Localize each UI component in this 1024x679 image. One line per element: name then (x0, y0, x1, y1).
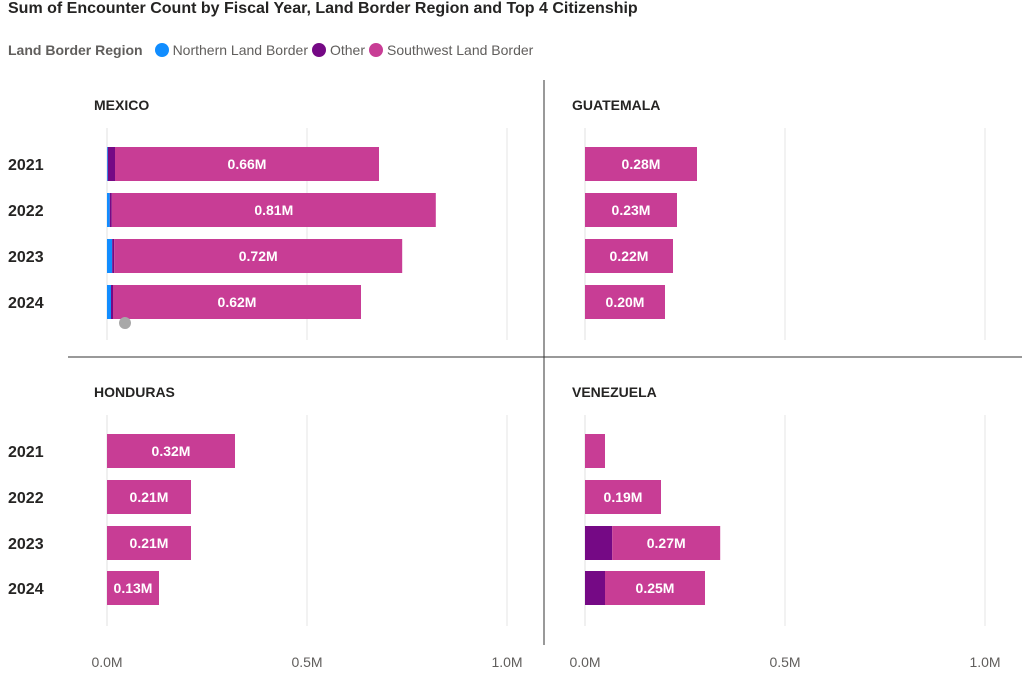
panel-title: HONDURAS (94, 384, 175, 400)
data-label: 0.72M (239, 248, 278, 264)
bar-segment-other (111, 285, 113, 319)
data-label: 0.28M (622, 156, 661, 172)
year-label: 2024 (8, 581, 44, 598)
bar-segment-northern-land-border (107, 193, 110, 227)
data-label: 0.81M (254, 202, 293, 218)
data-label: 0.20M (606, 294, 645, 310)
legend-title: Land Border Region (8, 42, 143, 58)
bar-segment-southwest-land-border (107, 571, 159, 605)
year-label: 2024 (8, 295, 44, 312)
x-tick-label: 0.0M (569, 654, 600, 670)
bar-segment-southwest-land-border (605, 571, 705, 605)
panel-title: MEXICO (94, 97, 149, 113)
panel-title: GUATEMALA (572, 97, 660, 113)
data-label: 0.19M (604, 489, 643, 505)
year-label: 2021 (8, 444, 44, 461)
bar-segment-southwest-land-border (107, 434, 235, 468)
data-label: 0.23M (612, 202, 651, 218)
legend-marker-other (311, 43, 326, 57)
chart-title: Sum of Encounter Count by Fiscal Year, L… (8, 0, 638, 17)
legend-marker-southwest (369, 43, 383, 57)
bar-segment-other (585, 571, 605, 605)
x-tick-label: 1.0M (969, 654, 1000, 670)
legend-item-northern[interactable]: Northern Land Border (154, 42, 308, 58)
bar-segment-southwest-land-border (107, 480, 191, 514)
year-label: 2023 (8, 249, 44, 266)
bar-segment-southwest-land-border (585, 239, 673, 273)
data-label: 0.13M (114, 580, 153, 596)
x-tick-label: 0.0M (91, 654, 122, 670)
bar-segment-northern-land-border (107, 239, 113, 273)
legend-label-northern: Northern Land Border (172, 42, 308, 58)
year-label: 2022 (8, 203, 44, 220)
legend-marker-northern (154, 43, 169, 57)
panel-title: VENEZUELA (572, 384, 657, 400)
legend-item-other[interactable]: Other (311, 42, 365, 58)
bar-segment-southwest-land-border (585, 285, 665, 319)
data-label: 0.21M (130, 535, 169, 551)
bar-segment-other (112, 239, 115, 273)
data-label: 0.22M (610, 248, 649, 264)
bar-segment-southwest-land-border (107, 526, 191, 560)
bar-segment-northern-land-border (107, 285, 111, 319)
data-label: 0.21M (130, 489, 169, 505)
x-tick-label: 0.5M (291, 654, 322, 670)
legend-label-other: Other (329, 42, 365, 58)
x-tick-label: 1.0M (491, 654, 522, 670)
bar-segment-other (109, 193, 112, 227)
bar-segment-southwest-land-border (585, 434, 605, 468)
bar-segment-southwest-land-border (585, 193, 677, 227)
data-label: 0.27M (647, 535, 686, 551)
legend-item-southwest[interactable]: Southwest Land Border (369, 42, 533, 58)
year-label: 2022 (8, 490, 44, 507)
bar-segment-southwest-land-border (113, 285, 361, 319)
bar-segment-southwest-land-border (115, 147, 379, 181)
legend-label-southwest: Southwest Land Border (387, 42, 534, 58)
scroll-marker-dot (119, 317, 131, 329)
x-tick-label: 0.5M (769, 654, 800, 670)
legend: Land Border Region Northern Land Border … (8, 42, 537, 58)
year-label: 2023 (8, 536, 44, 553)
data-label: 0.25M (636, 580, 675, 596)
bar-segment-southwest-land-border (585, 480, 661, 514)
bar-segment-southwest-land-border (585, 147, 697, 181)
bar-segment-northern-land-border (107, 147, 108, 181)
bar-segment-southwest-land-border (114, 239, 403, 273)
data-label: 0.62M (218, 294, 257, 310)
year-label: 2021 (8, 157, 44, 174)
data-label: 0.32M (152, 443, 191, 459)
bar-segment-southwest-land-border (612, 526, 721, 560)
bar-segment-other (585, 526, 613, 560)
bar-segment-other (107, 147, 115, 181)
bar-segment-southwest-land-border (111, 193, 436, 227)
data-label: 0.66M (228, 156, 267, 172)
